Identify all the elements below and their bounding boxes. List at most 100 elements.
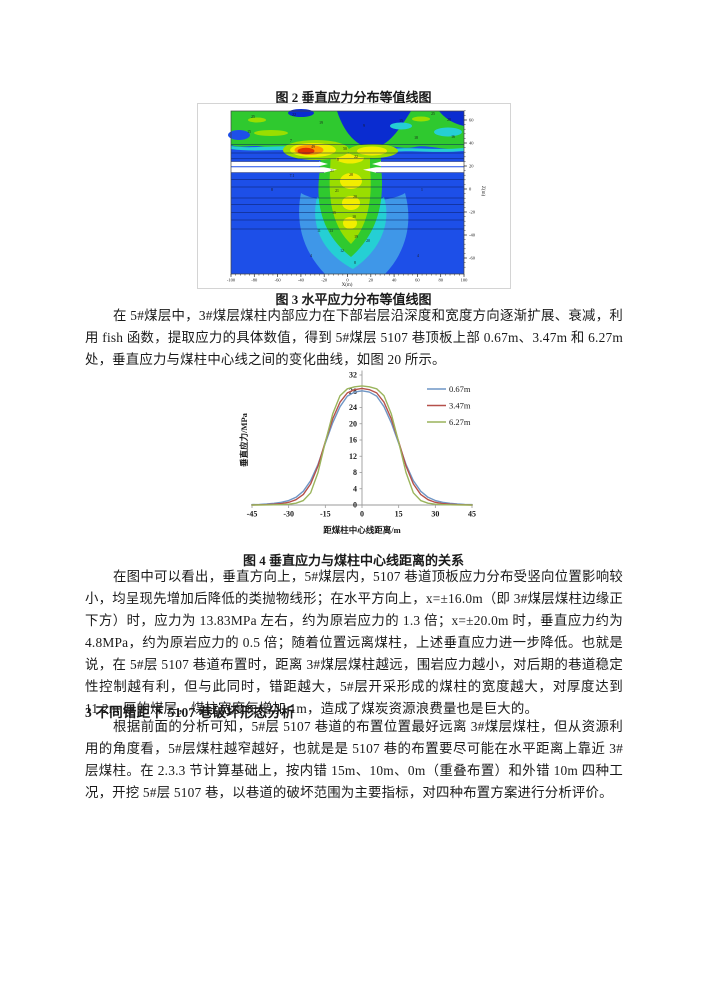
svg-text:-45: -45 <box>247 510 258 519</box>
legend-label-067: 0.67m <box>449 384 471 394</box>
series-line-6.27m <box>251 385 473 506</box>
paragraph-3: 根据前面的分析可知，5#层 5107 巷道的布置位置最好远离 3#煤层煤柱，但从… <box>85 719 623 800</box>
chart-series-lines <box>251 385 473 506</box>
x-axis-title: 距煤柱中心线距离/m <box>323 525 400 535</box>
svg-text:8: 8 <box>337 158 339 162</box>
contour-z-axis-title: Z(m) <box>480 186 485 197</box>
svg-text:1: 1 <box>421 188 423 192</box>
svg-text:20: 20 <box>349 419 357 428</box>
contour-x-axis: -100 -80 -60 -40 -20 0 20 40 60 80 100 <box>227 274 468 283</box>
svg-text:12: 12 <box>340 249 344 253</box>
svg-text:19: 19 <box>319 121 323 125</box>
legend-label-627: 6.27m <box>449 417 471 427</box>
svg-text:15: 15 <box>332 211 336 215</box>
contour-plot-svg: 25 22 19 9 15 25 20 15 7 49 50 18 16 8 22 21 28 21 20 8 1 15 1… <box>227 109 485 288</box>
svg-text:-30: -30 <box>283 510 294 519</box>
svg-text:22: 22 <box>292 113 296 117</box>
section-heading: 3 不同错距下 5107 巷破坏形态分析 <box>85 705 295 720</box>
svg-text:30: 30 <box>431 510 439 519</box>
svg-text:-60: -60 <box>275 278 282 283</box>
svg-text:50: 50 <box>343 147 347 151</box>
figure3-caption: 图 3 水平应力分布等值线图 <box>275 292 432 307</box>
svg-text:0: 0 <box>346 278 349 283</box>
line-chart-svg: 0 4 8 12 16 20 24 28 32 -45 -30 -15 0 15 30 45 0.67m 3… <box>239 370 476 535</box>
svg-text:32: 32 <box>349 371 357 380</box>
svg-text:8: 8 <box>354 261 356 265</box>
svg-text:-80: -80 <box>251 278 258 283</box>
figure4-line-chart: 0 4 8 12 16 20 24 28 32 -45 -30 -15 0 15 30 45 0.67m 3… <box>235 368 485 553</box>
svg-text:21: 21 <box>330 169 334 173</box>
svg-text:4: 4 <box>310 254 312 258</box>
svg-text:40: 40 <box>469 141 474 146</box>
goaf-border-lines <box>231 161 464 173</box>
svg-text:16: 16 <box>349 436 357 445</box>
figure3-contour-plot: 25 22 19 9 15 25 20 15 7 49 50 18 16 8 22 21 28 21 20 8 1 15 1… <box>197 103 511 289</box>
svg-text:21: 21 <box>335 189 339 193</box>
svg-text:-40: -40 <box>469 233 476 238</box>
svg-text:22: 22 <box>354 155 358 159</box>
strata-lines <box>231 144 464 230</box>
svg-text:20: 20 <box>469 164 474 169</box>
top-blue-core <box>337 111 411 148</box>
figure2-caption: 图 2 垂直应力分布等值线图 <box>275 90 432 105</box>
svg-text:24: 24 <box>349 403 357 412</box>
svg-text:-100: -100 <box>227 278 236 283</box>
svg-text:-60: -60 <box>469 256 476 261</box>
svg-text:16: 16 <box>451 135 455 139</box>
svg-text:7.1: 7.1 <box>290 174 295 178</box>
svg-text:0: 0 <box>360 510 364 519</box>
series-line-3.47m <box>251 387 473 506</box>
right-yellow-streak <box>357 146 387 156</box>
goaf-white-bands <box>231 161 464 173</box>
svg-text:20: 20 <box>366 239 370 243</box>
svg-text:-20: -20 <box>469 210 476 215</box>
svg-text:25: 25 <box>251 115 255 119</box>
svg-text:20: 20 <box>353 195 357 199</box>
svg-text:18: 18 <box>414 136 418 140</box>
svg-text:28: 28 <box>349 173 353 177</box>
svg-text:60: 60 <box>415 278 420 283</box>
svg-text:4: 4 <box>417 254 419 258</box>
y-axis-title: 垂直应力/MPa <box>239 412 249 467</box>
svg-text:19: 19 <box>354 235 358 239</box>
svg-text:80: 80 <box>438 278 443 283</box>
svg-text:28: 28 <box>349 387 357 396</box>
svg-text:45: 45 <box>468 510 476 519</box>
svg-text:25: 25 <box>431 112 435 116</box>
legend-item-627: 6.27m <box>427 417 471 427</box>
chart-legend: 0.67m 3.47m 6.27m <box>427 384 471 427</box>
svg-text:9: 9 <box>363 124 365 128</box>
series-line-0.67m <box>251 390 473 506</box>
legend-label-347: 3.47m <box>449 401 471 411</box>
y-axis-ticks: 0 4 8 12 16 20 24 28 32 <box>349 371 362 510</box>
contour-z-axis: 60 40 20 0 -20 -40 -60 <box>464 110 476 268</box>
stress-hotspot-core <box>297 147 315 155</box>
svg-text:60: 60 <box>469 118 474 123</box>
figure4-caption: 图 4 垂直应力与煤柱中心线距离的关系 <box>242 553 464 568</box>
svg-text:-15: -15 <box>320 510 331 519</box>
svg-text:4: 4 <box>353 484 357 493</box>
svg-text:0: 0 <box>469 187 472 192</box>
svg-text:13: 13 <box>329 229 333 233</box>
svg-text:11: 11 <box>317 229 321 233</box>
svg-text:49: 49 <box>311 145 315 149</box>
svg-text:12: 12 <box>349 452 357 461</box>
svg-text:20: 20 <box>447 118 451 122</box>
contour-x-axis-title: X(m) <box>342 283 353 288</box>
svg-text:15: 15 <box>247 130 251 134</box>
svg-text:8: 8 <box>271 188 273 192</box>
svg-text:15: 15 <box>399 119 403 123</box>
x-axis-ticks: -45 -30 -15 0 15 30 45 <box>247 505 476 519</box>
paragraph-2: 在图中可以看出，垂直方向上，5#煤层内，5107 巷道顶板应力分布受竖向位置影响… <box>85 569 623 716</box>
legend-item-347: 3.47m <box>427 401 471 411</box>
svg-text:40: 40 <box>392 278 397 283</box>
left-blue-patch <box>228 130 250 140</box>
svg-text:10: 10 <box>352 215 356 219</box>
svg-text:15: 15 <box>395 510 403 519</box>
paragraph-1: 在 5#煤层中，3#煤层煤柱内部应力在下部岩层沿深度和宽度方向逐渐扩展、衰减，利… <box>85 308 623 367</box>
svg-text:0: 0 <box>353 501 357 510</box>
svg-text:100: 100 <box>461 278 469 283</box>
svg-text:-40: -40 <box>298 278 305 283</box>
contour-value-labels: 25 22 19 9 15 25 20 15 7 49 50 18 16 8 22 21 28 21 20 8 1 15 1… <box>247 112 455 265</box>
